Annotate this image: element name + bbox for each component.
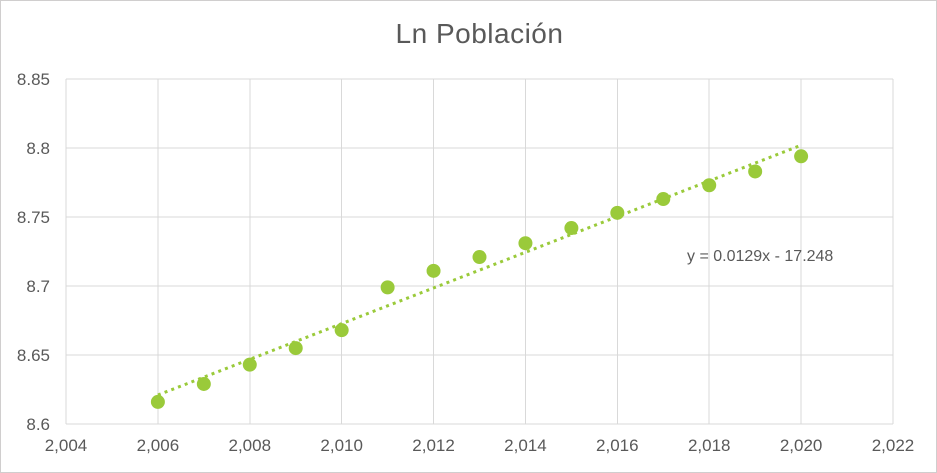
x-axis-tick-label: 2,012 bbox=[412, 436, 455, 455]
x-axis-tick-label: 2,016 bbox=[596, 436, 639, 455]
x-axis-tick-label: 2,018 bbox=[688, 436, 731, 455]
data-point-marker bbox=[150, 394, 165, 409]
data-point-marker bbox=[794, 149, 809, 164]
data-point-marker bbox=[702, 178, 717, 193]
y-axis-tick-label: 8.6 bbox=[26, 415, 50, 434]
x-axis-tick-label: 2,020 bbox=[780, 436, 823, 455]
data-point-marker bbox=[334, 323, 349, 338]
data-point-marker bbox=[242, 357, 257, 372]
data-point-marker bbox=[748, 164, 763, 179]
x-axis-tick-label: 2,022 bbox=[872, 436, 915, 455]
data-point-marker bbox=[518, 236, 533, 251]
x-axis-tick-label: 2,014 bbox=[504, 436, 547, 455]
data-point-marker bbox=[380, 280, 395, 295]
data-point-marker bbox=[656, 192, 671, 207]
data-point-marker bbox=[426, 263, 441, 278]
data-point-marker bbox=[610, 205, 625, 220]
x-axis-tick-label: 2,004 bbox=[45, 436, 88, 455]
y-axis-tick-label: 8.85 bbox=[17, 70, 50, 89]
data-point-marker bbox=[196, 376, 211, 391]
data-point-marker bbox=[472, 250, 487, 265]
x-axis-tick-label: 2,010 bbox=[320, 436, 363, 455]
data-point-marker bbox=[288, 341, 303, 356]
y-axis-tick-label: 8.8 bbox=[26, 139, 50, 158]
y-axis-tick-label: 8.65 bbox=[17, 346, 50, 365]
data-point-marker bbox=[564, 221, 579, 236]
y-axis-tick-label: 8.75 bbox=[17, 208, 50, 227]
y-axis-tick-label: 8.7 bbox=[26, 277, 50, 296]
x-axis-tick-label: 2,008 bbox=[229, 436, 272, 455]
x-axis-tick-label: 2,006 bbox=[137, 436, 180, 455]
